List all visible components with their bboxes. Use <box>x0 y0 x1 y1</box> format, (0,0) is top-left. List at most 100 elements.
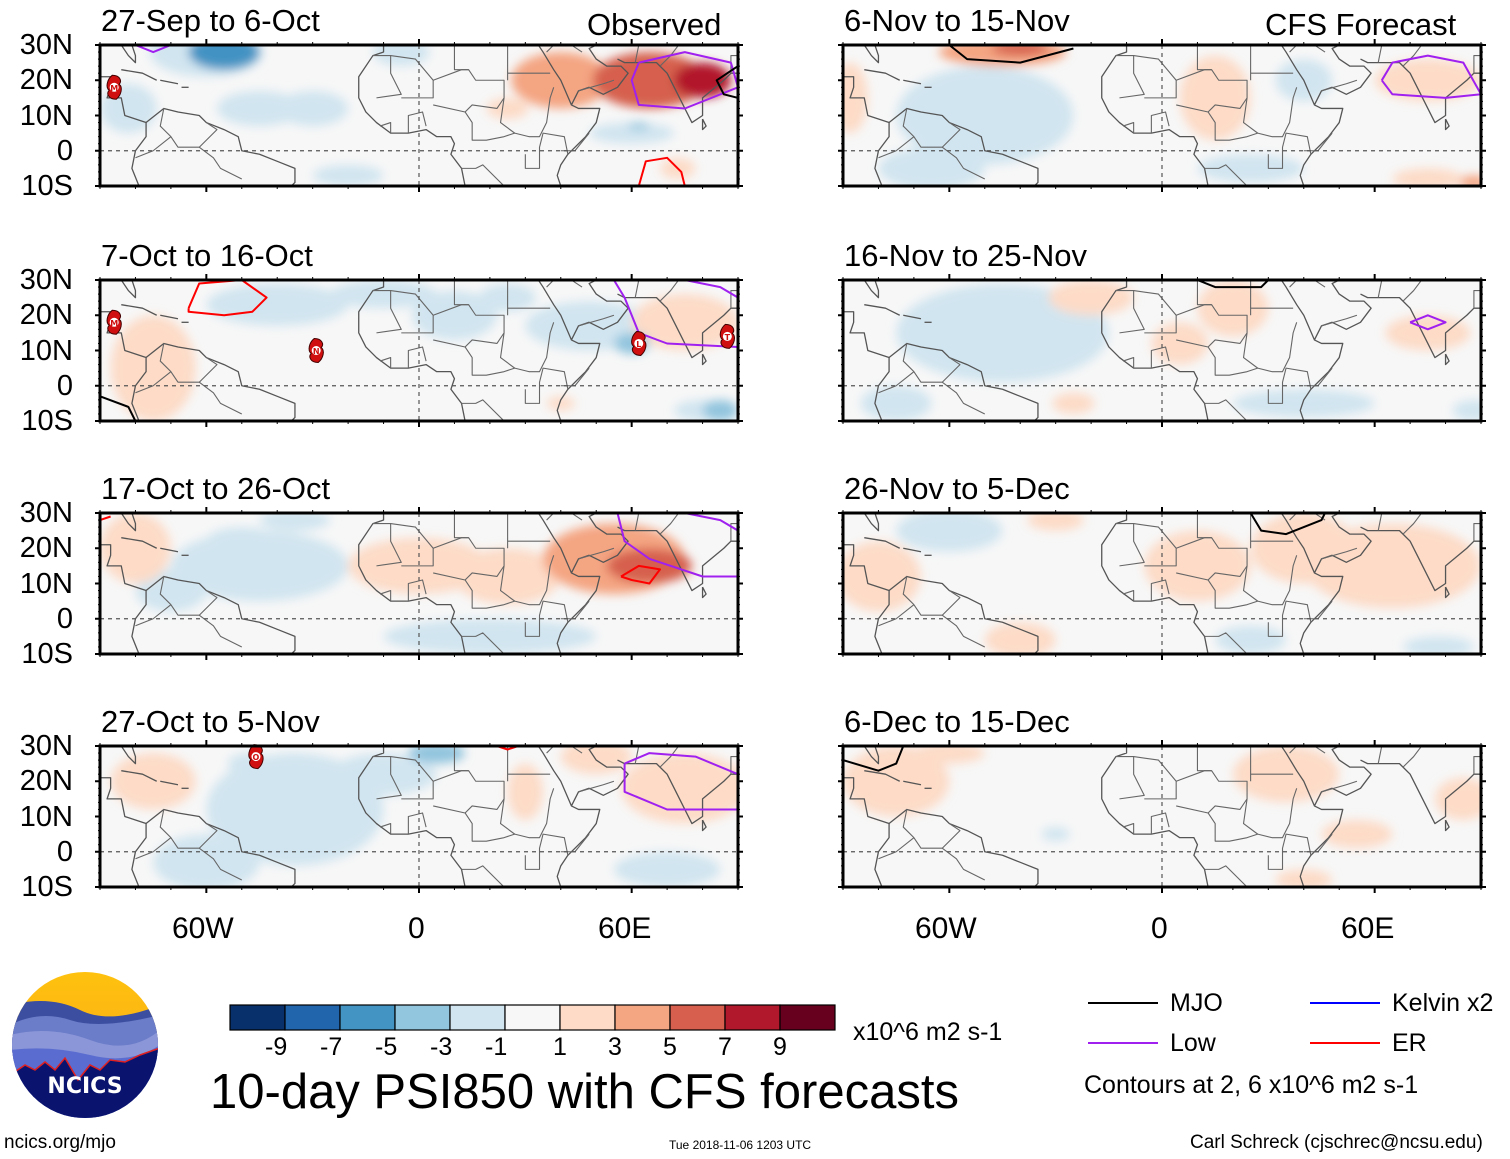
coastline <box>160 79 179 85</box>
tropical-storm-icon: L <box>631 330 647 356</box>
anomaly-region <box>1303 523 1481 609</box>
anomaly-region <box>843 746 950 817</box>
anomaly-region <box>1052 392 1095 414</box>
country-border <box>1242 555 1298 606</box>
anomaly-region <box>507 763 544 821</box>
colorbar-swatch <box>229 1004 286 1031</box>
country-border <box>524 367 569 404</box>
coastline <box>121 537 158 549</box>
country-border <box>499 555 555 606</box>
logo-text: NCICS <box>47 1074 122 1099</box>
anomaly-region <box>702 399 738 421</box>
coastline <box>358 746 466 887</box>
coastline <box>843 544 890 654</box>
coastline <box>160 547 179 553</box>
coastline <box>1197 45 1344 186</box>
coastline <box>701 586 707 599</box>
country-border <box>453 746 469 772</box>
country-border <box>198 381 243 415</box>
country-border <box>1473 55 1481 74</box>
coastline <box>358 45 466 186</box>
country-border <box>1204 865 1248 887</box>
anomaly-region <box>546 396 575 411</box>
x-tick-right-0: 0 <box>1151 912 1168 945</box>
coastline <box>100 280 137 299</box>
country-border <box>1267 367 1312 404</box>
y-tick-label: 30N <box>19 264 73 296</box>
anomaly-region <box>991 45 1049 56</box>
country-border <box>1115 756 1145 800</box>
country-border <box>1242 788 1298 839</box>
country-border <box>159 343 218 383</box>
anomaly-region <box>843 541 921 612</box>
panel-8-title: 6-Dec to 15-Dec <box>844 704 1070 739</box>
country-border <box>546 513 555 521</box>
tropical-storm-icon: M <box>106 309 122 335</box>
y-tick-label: 30N <box>19 730 73 762</box>
country-border <box>1122 590 1135 602</box>
coastline <box>1101 513 1209 654</box>
country-border <box>1122 357 1135 369</box>
country-border <box>499 788 555 839</box>
colorbar-units: x10^6 m2 s-1 <box>853 1018 1003 1046</box>
anomaly-region <box>330 753 437 796</box>
country-border <box>379 122 392 134</box>
coastline <box>843 76 890 186</box>
coastline <box>888 808 1039 887</box>
country-border <box>1115 523 1145 567</box>
country-border <box>1289 746 1298 754</box>
low-contour <box>1380 54 1481 99</box>
anomaly-region <box>110 315 196 421</box>
country-border <box>634 280 640 298</box>
country-border <box>1196 280 1212 306</box>
colorbar-tick-label: -7 <box>320 1033 343 1061</box>
anomaly-region <box>621 753 738 824</box>
country-border <box>499 87 555 138</box>
colorbar-tick-label: 1 <box>553 1033 567 1061</box>
coastline <box>864 304 901 316</box>
coastline <box>121 770 158 782</box>
anomaly-region <box>372 45 430 67</box>
colorbar-swatch <box>284 1004 341 1031</box>
coastline <box>903 79 922 85</box>
y-tick-label: 20N <box>19 299 73 332</box>
anomaly-region <box>1275 869 1333 887</box>
coastline <box>145 808 296 887</box>
anomaly-region <box>1392 168 1464 186</box>
country-border <box>407 579 427 602</box>
coastline <box>701 118 707 131</box>
colorbar-tick-label: 3 <box>608 1033 622 1061</box>
site-url[interactable]: ncics.org/mjo <box>4 1132 116 1153</box>
country-border <box>453 513 469 539</box>
coastline <box>160 780 179 786</box>
colorbar-tick-label: 7 <box>718 1033 732 1061</box>
credit: Carl Schreck (cjschrec@ncsu.edu) <box>1190 1132 1483 1153</box>
y-tick-label: 0 <box>56 134 73 167</box>
coastline <box>1444 353 1450 366</box>
coastline <box>1101 746 1209 887</box>
country-border <box>1321 314 1358 327</box>
coastline <box>1101 45 1209 186</box>
low-contour <box>623 752 738 811</box>
mjo-contour <box>1249 513 1326 536</box>
country-border <box>372 523 402 567</box>
coastline <box>454 513 601 654</box>
panel-7-title: 26-Nov to 5-Dec <box>844 471 1070 506</box>
country-border <box>730 55 738 74</box>
anomaly-region <box>206 527 278 556</box>
country-border <box>902 343 961 383</box>
coastline <box>121 69 158 81</box>
panel-5-title: 6-Nov to 15-Nov <box>844 3 1070 38</box>
anomaly-region <box>1232 389 1375 418</box>
coastline <box>843 280 880 299</box>
country-border <box>902 576 961 616</box>
country-border <box>1377 513 1383 531</box>
storm-letter: N <box>313 347 320 356</box>
coastline <box>701 819 707 832</box>
low-contour <box>616 513 738 578</box>
colorbar-swatch <box>779 1004 836 1031</box>
country-border <box>902 108 961 148</box>
anomaly-region <box>984 622 1056 654</box>
country-border <box>524 600 569 637</box>
colorbar-swatch <box>559 1004 616 1031</box>
